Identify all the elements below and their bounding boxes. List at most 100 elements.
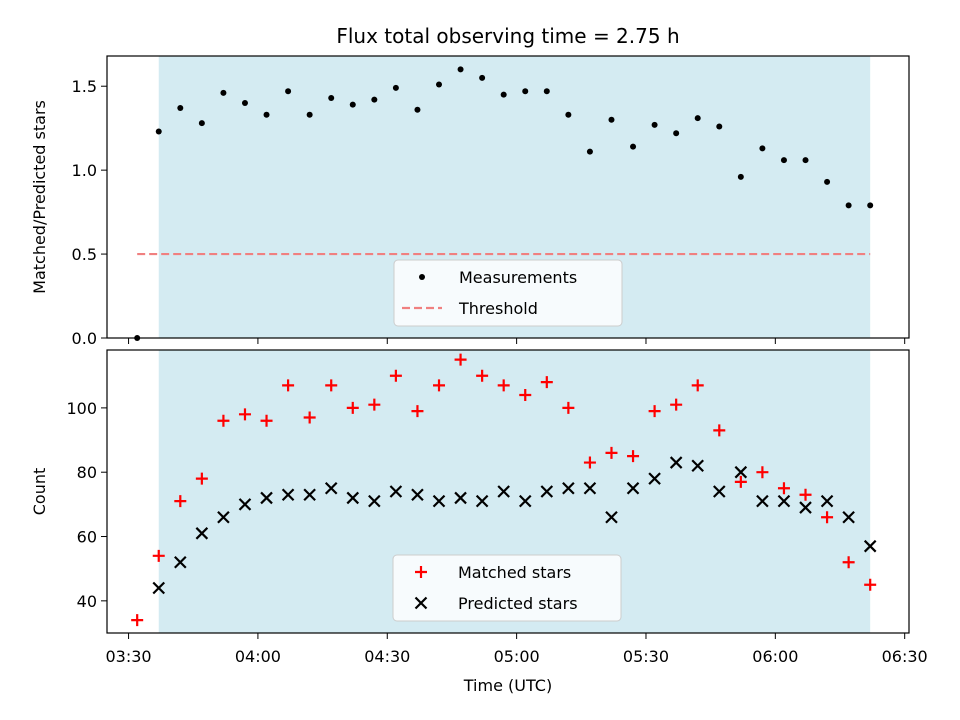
data-point [605, 446, 618, 459]
data-point [583, 482, 597, 495]
data-point [346, 491, 360, 505]
y-tick-label: 100 [66, 399, 97, 418]
data-point [325, 379, 338, 392]
data-point [673, 130, 680, 137]
data-point [349, 101, 356, 108]
data-point [177, 105, 184, 112]
data-point [195, 527, 209, 540]
x-tick-label: 06:00 [752, 647, 798, 666]
data-point [777, 482, 790, 495]
x-tick-label: 04:30 [364, 647, 410, 666]
data-point [281, 488, 295, 501]
data-point [824, 178, 831, 185]
data-point [586, 148, 593, 155]
data-point [734, 475, 747, 488]
ratio-panel: 0.0 0.5 1.0 1.5 Matched/Predicted stars Measu… [30, 55, 910, 348]
data-point [433, 379, 446, 392]
legend-label: Matched stars [458, 563, 571, 582]
data-point [845, 202, 852, 209]
data-point [174, 555, 187, 569]
data-point [608, 116, 615, 123]
data-point [630, 143, 637, 150]
x-tick-label: 03:30 [106, 647, 152, 666]
data-point [303, 411, 316, 424]
legend-label: Predicted stars [458, 594, 578, 613]
data-point [475, 494, 489, 508]
data-point [799, 488, 812, 501]
data-point [389, 369, 402, 382]
data-point [195, 472, 208, 485]
data-point [238, 498, 252, 511]
data-point [522, 88, 529, 95]
data-point [583, 456, 596, 469]
data-point [669, 456, 683, 469]
data-point [518, 494, 532, 508]
x-tick-label: 04:00 [235, 647, 281, 666]
data-point [864, 578, 877, 591]
data-point [777, 494, 791, 508]
data-point [799, 501, 812, 514]
data-point [497, 379, 510, 392]
data-point [346, 401, 359, 414]
data-point [648, 405, 661, 418]
data-point [756, 466, 769, 479]
data-point [737, 173, 744, 180]
data-point [389, 485, 403, 498]
data-point [371, 96, 378, 103]
data-point [716, 123, 723, 130]
data-point [436, 81, 443, 88]
data-point [670, 398, 683, 411]
data-point [324, 482, 338, 495]
legend-box [392, 554, 622, 622]
data-point [454, 491, 467, 505]
data-point [648, 472, 661, 485]
y-tick-label: 80 [77, 463, 97, 482]
data-point [820, 494, 834, 508]
data-point [713, 424, 726, 437]
y-tick-label: 1.0 [72, 161, 97, 180]
chart-title: Flux total observing time = 2.75 h [336, 24, 679, 48]
data-point [476, 369, 489, 382]
data-point [863, 539, 877, 553]
data-point [842, 556, 855, 569]
data-point [454, 353, 467, 366]
data-point [155, 128, 162, 135]
data-point [174, 495, 187, 508]
data-point [392, 84, 399, 91]
data-point [691, 379, 704, 392]
x-axis-label: Time (UTC) [463, 676, 552, 695]
data-point [152, 549, 165, 562]
data-point [540, 485, 554, 498]
y-tick-label: 1.5 [72, 77, 97, 96]
data-point [605, 510, 618, 524]
data-point [867, 202, 874, 209]
data-point [282, 379, 295, 392]
data-point [842, 510, 855, 524]
data-point [500, 91, 507, 98]
data-point [694, 115, 701, 122]
data-point [411, 488, 424, 501]
data-point [198, 120, 205, 127]
data-point [260, 491, 273, 505]
data-point [411, 405, 424, 418]
data-point [328, 94, 335, 101]
x-tick-label: 05:30 [623, 647, 669, 666]
y-tick-label: 40 [77, 592, 97, 611]
data-point [217, 414, 230, 427]
plot-frame [106, 55, 910, 339]
data-point [519, 389, 532, 402]
data-point [562, 401, 575, 414]
data-point [414, 106, 421, 113]
data-point [540, 376, 553, 389]
data-point [734, 465, 748, 479]
y-axis-label: Matched/Predicted stars [30, 100, 49, 294]
data-point [131, 614, 144, 627]
data-point [220, 89, 227, 96]
data-point [479, 74, 486, 81]
legend-marker [414, 596, 428, 610]
y-tick-label: 60 [77, 528, 97, 547]
data-point [217, 510, 230, 524]
data-point [241, 100, 248, 106]
data-point [303, 488, 316, 501]
